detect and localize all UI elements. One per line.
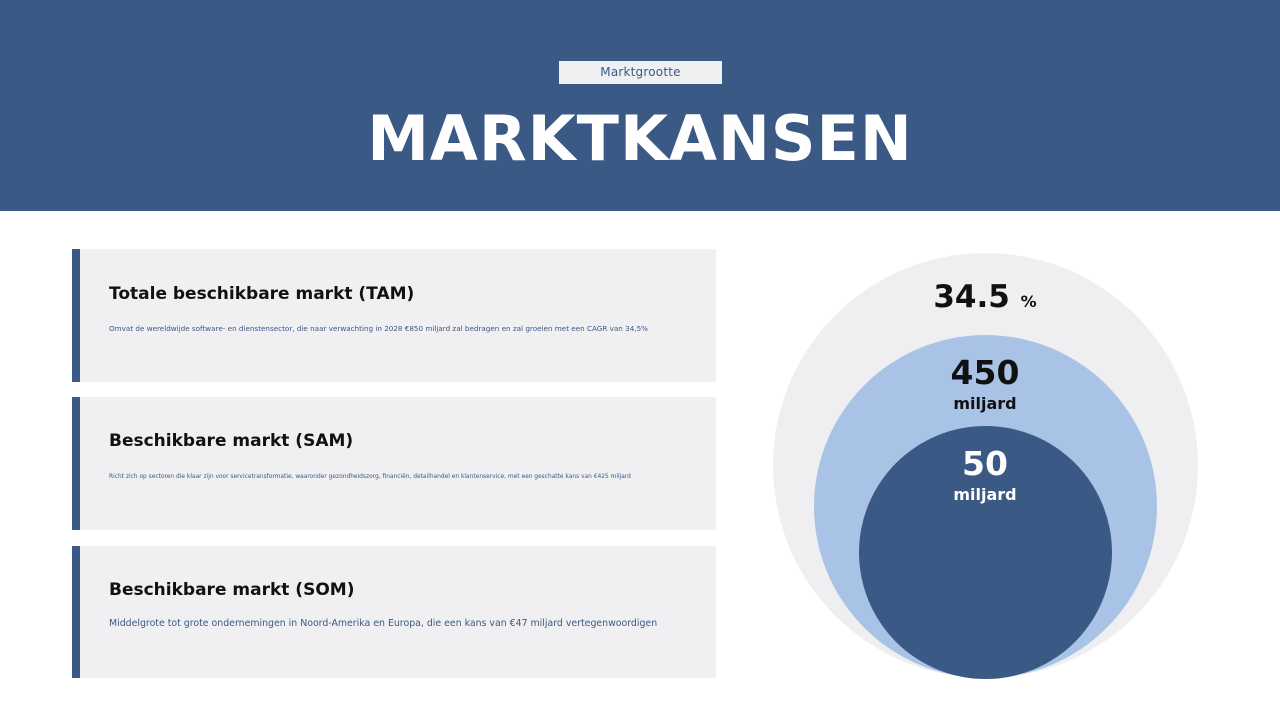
card-accent-bar bbox=[72, 249, 80, 382]
som-circle-value: 50 bbox=[962, 444, 1008, 483]
som-circle bbox=[859, 426, 1112, 679]
header-banner: Marktgrootte MARKTKANSEN bbox=[0, 0, 1280, 211]
sam-card: Beschikbare markt (SAM) Richt zich op se… bbox=[72, 397, 716, 530]
tam-card: Totale beschikbare markt (TAM) Omvat de … bbox=[72, 249, 716, 382]
tam-title: Totale beschikbare markt (TAM) bbox=[109, 284, 415, 304]
tam-circle-unit: % bbox=[1020, 292, 1037, 311]
sam-description: Richt zich op sectoren die klaar zijn vo… bbox=[109, 474, 631, 480]
page-title: MARKTKANSEN bbox=[367, 102, 913, 175]
sam-circle-value: 450 bbox=[950, 353, 1020, 392]
som-circle-unit: miljard bbox=[953, 485, 1017, 504]
card-accent-bar bbox=[72, 546, 80, 678]
tam-circle-value: 34.5 bbox=[933, 279, 1010, 315]
card-accent-bar bbox=[72, 397, 80, 530]
sam-title: Beschikbare markt (SAM) bbox=[109, 431, 354, 451]
som-title: Beschikbare markt (SOM) bbox=[109, 580, 355, 600]
som-description: Middelgrote tot grote ondernemingen in N… bbox=[109, 618, 658, 629]
tam-description: Omvat de wereldwijde software- en dienst… bbox=[109, 324, 648, 333]
tam-circle-label: 34.5 % bbox=[885, 278, 1085, 321]
som-card: Beschikbare markt (SOM) Middelgrote tot … bbox=[72, 546, 716, 678]
section-tag: Marktgrootte bbox=[559, 61, 722, 84]
sam-circle-unit: miljard bbox=[953, 394, 1017, 413]
